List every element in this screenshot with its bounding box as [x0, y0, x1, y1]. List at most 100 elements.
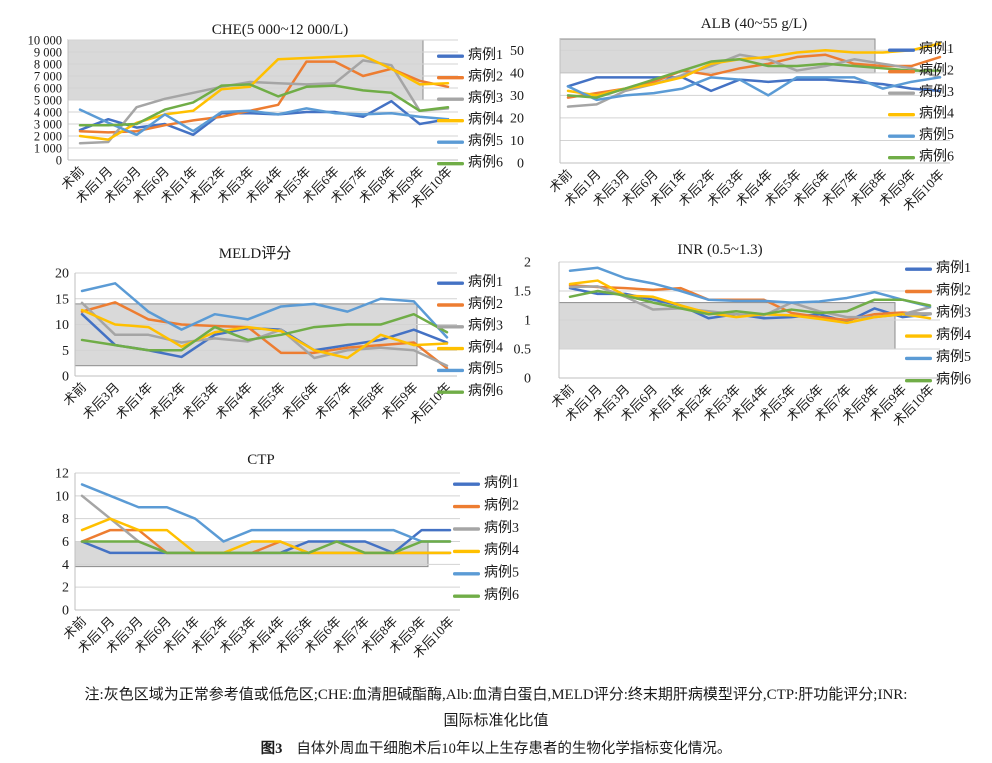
ctp-legend-label-4: 病例4 — [484, 542, 519, 558]
inr-normal-range-band — [558, 302, 896, 350]
meld-legend-label-1: 病例1 — [468, 274, 503, 290]
inr-legend-label-3: 病例3 — [936, 305, 971, 321]
inr-legend-swatch-4 — [905, 334, 932, 338]
ctp-legend-label-3: 病例3 — [484, 520, 519, 536]
ctp-legend-swatch-4 — [453, 549, 480, 554]
che-y-tick-label: 4 000 — [34, 106, 62, 120]
ctp-legend-label-1: 病例1 — [484, 475, 519, 491]
meld-y-tick-label: 10 — [55, 318, 69, 333]
ctp-y-tick-label: 4 — [62, 558, 69, 573]
che-legend-swatch-3 — [437, 97, 464, 101]
meld-legend-label-2: 病例2 — [468, 296, 503, 312]
che-legend-swatch-4 — [437, 119, 464, 123]
inr-title: INR (0.5~1.3) — [677, 242, 762, 258]
che-y-tick-label: 1 000 — [34, 142, 62, 156]
inr-legend-swatch-6 — [905, 379, 932, 383]
che-legend-swatch-5 — [437, 140, 464, 144]
che-legend-label-5: 病例5 — [468, 133, 503, 149]
che-y-tick-label: 7 000 — [34, 70, 62, 84]
che-y-tick-label: 3 000 — [34, 118, 62, 132]
inr-y-tick-label: 0.5 — [514, 343, 532, 358]
caption-note-line-2: 国际标准化比值 — [443, 713, 549, 729]
alb-legend-swatch-5 — [888, 134, 915, 138]
figure-caption-block: 注:灰色区域为正常参考值或低危区;CHE:血清胆碱酯酶,Alb:血清白蛋白,ME… — [0, 682, 992, 762]
meld-series-case-6 — [80, 312, 449, 352]
inr-legend-swatch-1 — [905, 267, 932, 271]
che-legend-label-1: 病例1 — [468, 47, 503, 63]
che-y-tick-label: 0 — [56, 154, 62, 168]
ctp-legend-swatch-2 — [453, 504, 480, 509]
inr-legend-label-1: 病例1 — [936, 260, 971, 276]
alb-y-tick-label: 30 — [510, 89, 524, 104]
alb-legend-swatch-4 — [888, 113, 915, 117]
meld-legend-swatch-5 — [437, 368, 464, 373]
che-y-tick-label: 9 000 — [34, 46, 62, 60]
inr-legend-swatch-3 — [905, 312, 932, 316]
figure-label: 图3 — [260, 741, 283, 757]
inr-y-tick-label: 1.5 — [514, 285, 532, 300]
caption-figure-line: 图3 自体外周血干细胞术后10年以上生存患者的生物化学指标变化情况。 — [0, 736, 992, 762]
alb-legend-swatch-2 — [888, 70, 915, 74]
meld-legend-swatch-4 — [437, 346, 464, 351]
chart-che: CHE(5 000~12 000/L) 0 1 000 2 000 3 000 4 000… — [0, 10, 530, 236]
meld-y-tick-label: 5 — [62, 344, 69, 359]
meld-chart-svg: MELD评分05101520术前术后3月术后1年术后2年术后3年术后4年术后5年… — [55, 245, 503, 427]
alb-series-case-1 — [566, 76, 942, 93]
chart-alb: ALB (40~55 g/L) 0 10 20 30 40 50 术前 术后1月 术后3月 术后6月… — [496, 10, 992, 236]
inr-y-tick-label: 1 — [524, 314, 531, 329]
caption-note-line-1: 注:灰色区域为正常参考值或低危区;CHE:血清胆碱酯酶,Alb:血清白蛋白,ME… — [84, 687, 908, 703]
che-title: CHE(5 000~12 000/L) — [212, 22, 348, 38]
figure-title: 自体外周血干细胞术后10年以上生存患者的生物化学指标变化情况。 — [296, 741, 732, 757]
inr-legend-label-4: 病例4 — [936, 327, 971, 343]
alb-y-tick-label: 40 — [510, 66, 524, 81]
ctp-title: CTP — [247, 452, 275, 468]
alb-legend-label-4: 病例4 — [919, 106, 954, 122]
alb-series-case-5 — [566, 76, 942, 102]
che-legend-label-6: 病例6 — [468, 155, 503, 171]
alb-legend-label-2: 病例2 — [919, 63, 954, 79]
ctp-series-case-5 — [80, 483, 452, 543]
alb-y-tick-label: 20 — [510, 111, 524, 126]
meld-legend-swatch-2 — [437, 303, 464, 307]
inr-y-tick-label: 0 — [524, 372, 531, 387]
ctp-legend-label-2: 病例2 — [484, 497, 519, 513]
che-legend-label-4: 病例4 — [468, 112, 503, 128]
ctp-series-case-6 — [80, 540, 452, 555]
meld-legend-swatch-6 — [437, 390, 464, 394]
meld-series-case-3 — [80, 301, 449, 367]
alb-y-tick-label: 10 — [510, 134, 524, 149]
meld-legend-label-5: 病例5 — [468, 361, 503, 377]
meld-legend-swatch-3 — [437, 325, 464, 329]
meld-series-case-2 — [80, 301, 449, 370]
inr-legend-label-6: 病例6 — [936, 372, 971, 388]
alb-y-tick-label: 0 — [517, 157, 524, 172]
che-series-case-5 — [78, 107, 450, 137]
ctp-y-tick-label: 10 — [55, 489, 69, 504]
che-y-tick-label: 2 000 — [34, 130, 62, 144]
chart-meld: MELD评分 0 5 10 15 20 术前 术后3月 术后1年 术后2年 术后3年 术后4年 术后5年… — [0, 240, 530, 458]
che-y-tick-label: 6 000 — [34, 82, 62, 96]
che-legend-swatch-2 — [437, 76, 464, 80]
che-series-case-6 — [78, 83, 450, 127]
inr-y-tick-label: 2 — [524, 256, 531, 271]
che-y-tick-label: 10 000 — [28, 34, 62, 48]
ctp-legend-swatch-1 — [453, 482, 480, 486]
meld-legend-label-6: 病例6 — [468, 383, 503, 399]
alb-title: ALB (40~55 g/L) — [701, 16, 807, 32]
inr-legend-swatch-2 — [905, 289, 932, 294]
che-legend-swatch-1 — [437, 54, 464, 58]
che-y-tick-label: 5 000 — [34, 94, 62, 108]
ctp-legend-swatch-5 — [453, 572, 480, 576]
ctp-y-tick-label: 12 — [55, 467, 69, 482]
alb-legend-swatch-1 — [888, 48, 915, 52]
che-y-tick-label: 8 000 — [34, 58, 62, 72]
meld-title: MELD评分 — [219, 245, 292, 262]
ctp-y-tick-label: 0 — [62, 604, 69, 619]
ctp-legend-swatch-3 — [453, 527, 480, 531]
alb-legend-swatch-3 — [888, 91, 915, 95]
meld-y-tick-label: 15 — [55, 292, 69, 307]
inr-legend-swatch-5 — [905, 356, 932, 361]
che-series-case-3 — [78, 59, 450, 145]
